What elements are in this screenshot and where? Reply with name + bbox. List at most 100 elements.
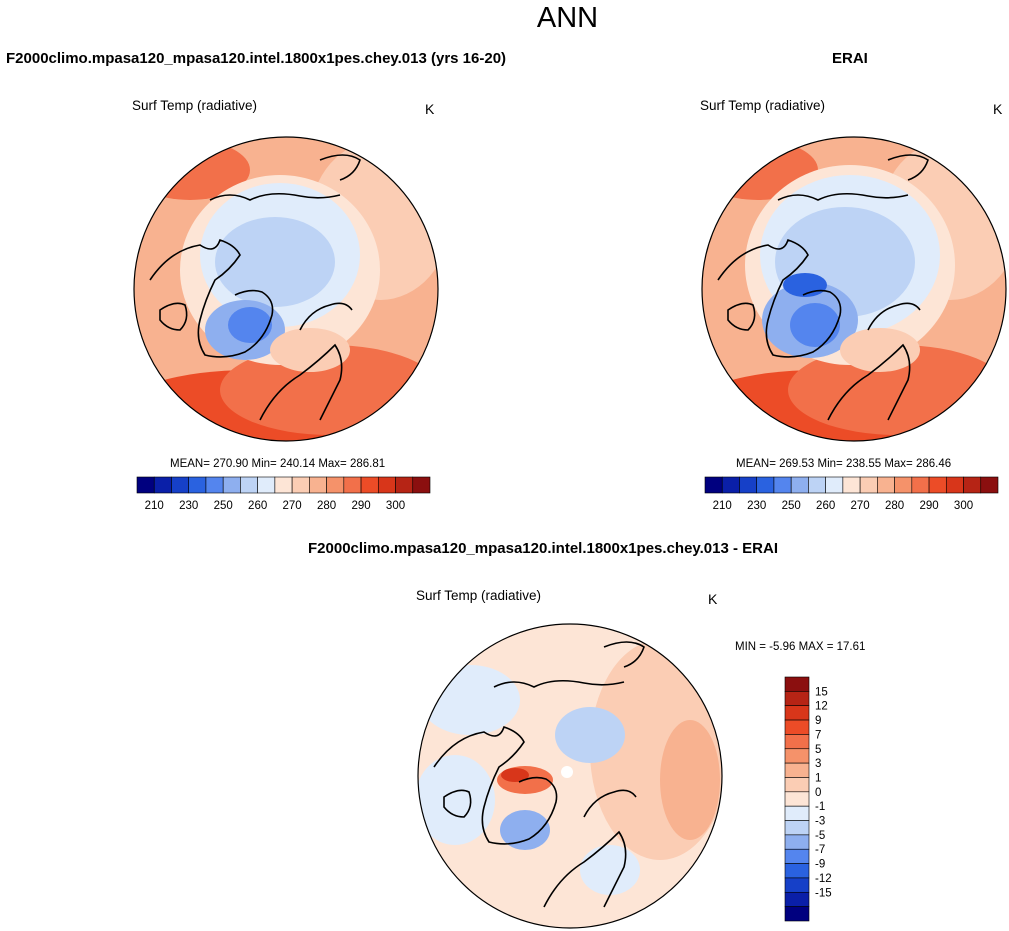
panel-2-stats: MEAN= 269.53 Min= 238.55 Max= 286.46	[736, 458, 952, 470]
colorbar-swatch	[721, 476, 740, 494]
colorbar-swatch	[377, 476, 396, 494]
colorbar-swatch	[291, 476, 310, 494]
colorbar-swatch	[784, 748, 810, 764]
panel-3-map	[417, 623, 723, 929]
colorbar-swatch	[928, 476, 947, 494]
colorbar-tick-label: 290	[919, 500, 938, 512]
colorbar-swatch	[911, 476, 930, 494]
panel-3-title: F2000climo.mpasa120_mpasa120.intel.1800x…	[308, 540, 779, 557]
colorbar-swatch	[412, 476, 431, 494]
colorbar-swatch	[980, 476, 999, 494]
colorbar-tick-label: 300	[386, 500, 405, 512]
colorbar-tick-label: 210	[713, 500, 732, 512]
colorbar-tick-label: -3	[815, 816, 825, 828]
colorbar-swatch	[222, 476, 241, 494]
colorbar-tick-label: -1	[815, 801, 825, 813]
colorbar-tick-label: 250	[782, 500, 801, 512]
colorbar-swatch	[784, 719, 810, 735]
colorbar-tick-label: 230	[179, 500, 198, 512]
panel-1-map	[133, 136, 439, 442]
colorbar-tick-label: 5	[815, 744, 821, 756]
colorbar-swatch	[704, 476, 723, 494]
colorbar-swatch	[205, 476, 224, 494]
colorbar-swatch	[784, 820, 810, 836]
colorbar-swatch	[859, 476, 878, 494]
panel-3-variable-label: Surf Temp (radiative)	[416, 588, 542, 603]
panel-3-colorbar: 15 12 9 7 5 3 1 0 -1 -3 -5 -7 -9 -12 -15	[784, 676, 832, 922]
colorbar-swatch	[784, 734, 810, 750]
panel-2-title: ERAI	[832, 50, 868, 67]
colorbar-tick-label: 9	[815, 715, 821, 727]
colorbar-swatch	[842, 476, 861, 494]
colorbar-tick-label: 15	[815, 686, 828, 698]
colorbar-swatch	[343, 476, 362, 494]
panel-1-stats: MEAN= 270.90 Min= 240.14 Max= 286.81	[170, 458, 386, 470]
colorbar-tick-label: 290	[351, 500, 370, 512]
colorbar-tick-label: 250	[214, 500, 233, 512]
figure-title: ANN	[536, 2, 599, 34]
colorbar-swatch	[309, 476, 327, 494]
colorbar-tick-label: 12	[815, 701, 828, 713]
colorbar-swatch	[808, 476, 826, 494]
colorbar-swatch	[153, 476, 172, 494]
colorbar-swatch	[240, 476, 258, 494]
colorbar-swatch	[784, 791, 810, 807]
colorbar-tick-label: 230	[747, 500, 766, 512]
panel-2-map	[701, 136, 1007, 442]
colorbar-swatch	[395, 476, 414, 494]
colorbar-swatch	[274, 476, 293, 494]
colorbar-swatch	[171, 476, 190, 494]
colorbar-swatch	[784, 762, 810, 778]
colorbar-swatch	[784, 891, 810, 907]
colorbar-swatch	[784, 691, 810, 707]
colorbar-swatch	[784, 877, 810, 893]
panel-1-units: K	[425, 101, 435, 117]
colorbar-swatch	[945, 476, 964, 494]
panel-2-variable-label: Surf Temp (radiative)	[700, 98, 826, 113]
colorbar-swatch	[784, 848, 810, 864]
colorbar-swatch	[894, 476, 913, 494]
colorbar-tick-label: 280	[317, 500, 336, 512]
colorbar-swatch	[784, 863, 810, 879]
colorbar-swatch	[784, 805, 810, 821]
colorbar-tick-label: -9	[815, 859, 825, 871]
panel-2-units: K	[993, 101, 1003, 117]
colorbar-tick-label: 300	[954, 500, 973, 512]
panel-1-variable-label: Surf Temp (radiative)	[132, 98, 258, 113]
colorbar-swatch	[784, 676, 810, 692]
colorbar-swatch	[877, 476, 895, 494]
colorbar-tick-label: 260	[248, 500, 267, 512]
colorbar-swatch	[326, 476, 345, 494]
panel-3-units: K	[708, 591, 718, 607]
colorbar-tick-label: 210	[145, 500, 164, 512]
panel-2-colorbar: 210 230 250 260 270 280 290 300	[704, 476, 999, 512]
colorbar-tick-label: -5	[815, 830, 825, 842]
colorbar-tick-label: 1	[815, 772, 821, 784]
panel-3-stats: MIN = -5.96 MAX = 17.61	[735, 641, 866, 653]
colorbar-tick-label: -15	[815, 887, 832, 899]
colorbar-swatch	[784, 834, 810, 850]
colorbar-tick-label: -12	[815, 873, 832, 885]
colorbar-tick-label: 270	[851, 500, 870, 512]
colorbar-swatch	[257, 476, 276, 494]
colorbar-swatch	[773, 476, 792, 494]
colorbar-swatch	[784, 705, 810, 721]
panel-1-title: F2000climo.mpasa120_mpasa120.intel.1800x…	[6, 50, 507, 67]
colorbar-swatch	[784, 777, 810, 793]
colorbar-swatch	[963, 476, 982, 494]
colorbar-tick-label: 270	[283, 500, 302, 512]
colorbar-tick-label: 7	[815, 729, 821, 741]
colorbar-swatch	[360, 476, 379, 494]
panel-1-colorbar: 210 230 250 260 270 280 290 300	[136, 476, 431, 512]
colorbar-tick-label: 0	[815, 787, 821, 799]
colorbar-tick-label: 280	[885, 500, 904, 512]
colorbar-swatch	[188, 476, 207, 494]
colorbar-swatch	[790, 476, 809, 494]
colorbar-swatch	[136, 476, 155, 494]
colorbar-tick-label: -7	[815, 844, 825, 856]
colorbar-tick-label: 3	[815, 758, 821, 770]
colorbar-tick-label: 260	[816, 500, 835, 512]
colorbar-swatch	[756, 476, 775, 494]
colorbar-swatch	[739, 476, 758, 494]
colorbar-swatch	[784, 906, 810, 922]
